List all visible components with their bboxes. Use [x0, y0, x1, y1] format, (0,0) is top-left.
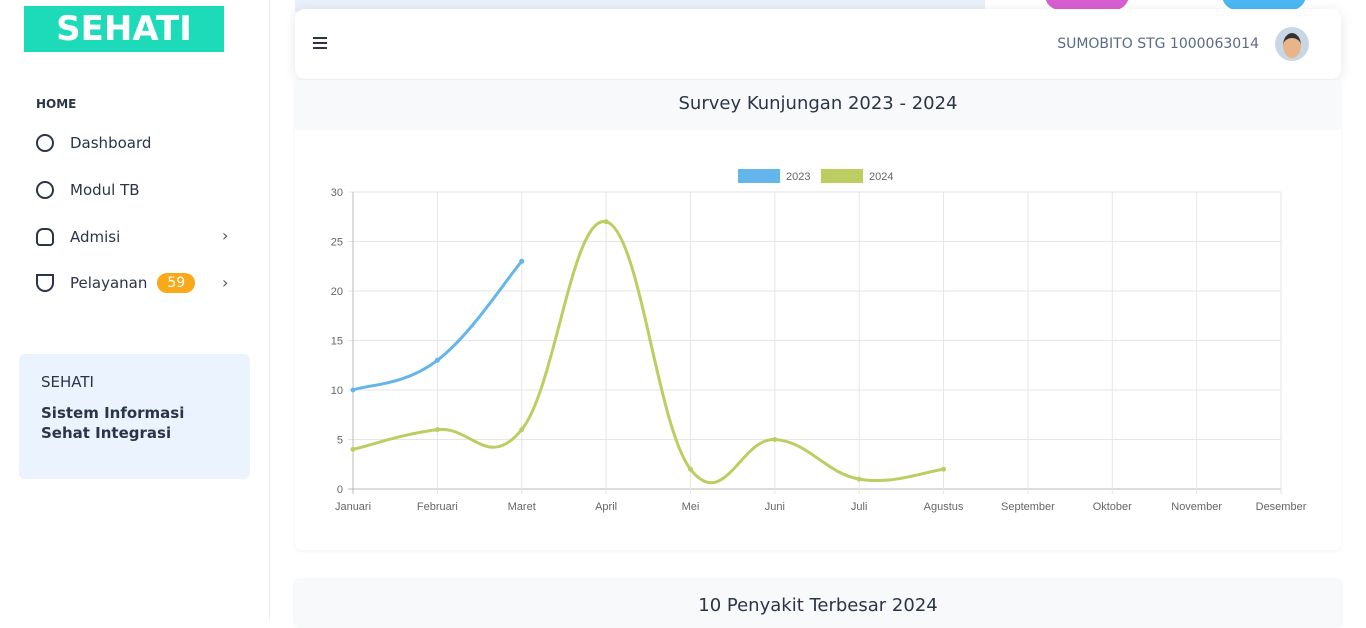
menu-item[interactable]: Admisi — [36, 228, 120, 246]
x-tick-label: Desember — [1256, 501, 1307, 513]
x-tick-label: Januari — [335, 501, 371, 513]
y-tick-label: 30 — [331, 187, 343, 199]
y-tick-label: 5 — [337, 435, 343, 447]
chevron: › — [222, 273, 229, 292]
menu-label: Dashboard — [70, 134, 152, 152]
point — [350, 446, 356, 452]
info-line: Sehat Integrasi — [41, 424, 172, 442]
point — [519, 258, 525, 264]
point — [434, 357, 440, 363]
chevron: › — [222, 226, 229, 245]
menu-item[interactable]: Dashboard — [36, 134, 151, 152]
bg-blob — [1222, 0, 1306, 10]
x-tick-label: November — [1171, 501, 1222, 513]
legend-label: 2023 — [786, 171, 810, 183]
x-tick-label: Maret — [508, 501, 536, 513]
avatar[interactable] — [1275, 27, 1309, 61]
chart-card: Survey Kunjungan 2023 - 2024 — [295, 80, 1341, 550]
info-line: Sistem Informasi — [41, 404, 185, 422]
badge: 59 — [157, 273, 196, 293]
card-header — [295, 80, 1341, 130]
legend-label: 2024 — [869, 171, 893, 183]
y-tick-label: 10 — [331, 385, 343, 397]
y-tick-label: 20 — [331, 286, 343, 298]
legend-swatch — [821, 169, 863, 183]
menu-label: Admisi — [70, 228, 121, 246]
x-tick-label: Mei — [682, 501, 700, 513]
second-card: 10 Penyakit Terbesar 2024 — [293, 578, 1343, 628]
card-title: 10 Penyakit Terbesar 2024 — [698, 595, 938, 616]
menu-item[interactable]: Pelayanan 59 — [36, 273, 196, 293]
menu-label: Pelayanan — [70, 274, 148, 292]
user-name[interactable]: SUMOBITO STG 1000063014 — [1057, 36, 1259, 52]
y-tick-label: 15 — [331, 336, 343, 348]
point — [687, 466, 693, 472]
menu-item[interactable]: Modul TB — [36, 181, 140, 199]
x-tick-label: Februari — [417, 501, 458, 513]
point — [603, 219, 609, 225]
line-series — [352, 220, 944, 485]
section-label: HOME — [36, 97, 77, 111]
point — [941, 466, 947, 472]
info-box: SEHATI Sistem Informasi Sehat Integrasi — [19, 354, 250, 479]
x-tick-label: Juni — [765, 501, 785, 513]
point — [856, 476, 862, 482]
point — [434, 427, 440, 433]
legend-swatch — [738, 169, 780, 183]
point — [772, 437, 778, 442]
chart: 0 5 10 15 20 25 30 Januari Februari Maret April Mei… — [331, 169, 1307, 513]
y-tick-label: 0 — [337, 484, 343, 496]
bg-blob — [1045, 0, 1129, 10]
card-title: Survey Kunjungan 2023 - 2024 — [678, 93, 958, 114]
info-title: SEHATI — [41, 373, 94, 391]
sidebar: SEHATI HOME Dashboard Modul TB Admisi › … — [0, 0, 270, 620]
x-tick-label: September — [1001, 501, 1055, 513]
y-tick-label: 25 — [331, 237, 343, 249]
header: SUMOBITO STG 1000063014 — [295, 9, 1341, 79]
point — [519, 427, 525, 433]
x-tick-label: Oktober — [1093, 501, 1132, 513]
x-tick-label: Juli — [851, 501, 868, 513]
menu-toggle[interactable] — [313, 37, 327, 49]
x-tick-label: April — [595, 501, 617, 513]
x-tick-label: Agustus — [924, 501, 964, 513]
logo[interactable]: SEHATI — [24, 6, 224, 52]
menu-label: Modul TB — [70, 181, 140, 199]
point — [350, 387, 356, 393]
